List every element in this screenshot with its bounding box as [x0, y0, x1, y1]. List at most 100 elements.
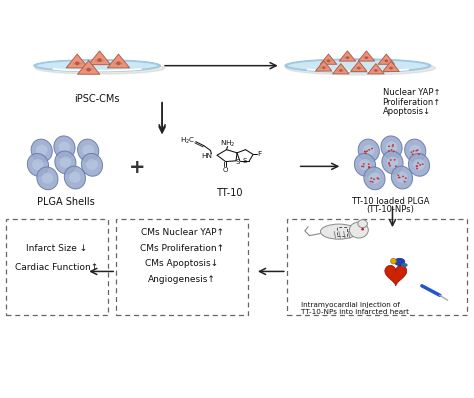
Circle shape [374, 69, 378, 72]
Text: F: F [257, 151, 261, 158]
Ellipse shape [413, 159, 425, 170]
Text: Cardiac Function↑: Cardiac Function↑ [15, 263, 99, 273]
Polygon shape [89, 51, 110, 64]
Ellipse shape [391, 258, 396, 264]
Circle shape [388, 163, 390, 165]
Circle shape [364, 151, 366, 152]
Circle shape [339, 69, 343, 72]
Text: TT-10: TT-10 [216, 188, 242, 198]
Polygon shape [364, 167, 385, 190]
Circle shape [417, 149, 419, 151]
Circle shape [411, 153, 414, 155]
Polygon shape [27, 154, 48, 176]
Ellipse shape [394, 258, 405, 265]
Circle shape [391, 149, 392, 151]
Circle shape [393, 150, 395, 152]
Ellipse shape [286, 61, 435, 75]
Ellipse shape [34, 60, 160, 72]
Circle shape [116, 61, 121, 65]
Text: +: + [129, 158, 146, 178]
Circle shape [417, 162, 419, 164]
Circle shape [388, 150, 390, 152]
Circle shape [377, 178, 380, 179]
Ellipse shape [285, 59, 431, 72]
Ellipse shape [82, 145, 94, 156]
Circle shape [368, 149, 370, 151]
Ellipse shape [60, 157, 71, 168]
FancyBboxPatch shape [116, 219, 248, 315]
FancyBboxPatch shape [6, 219, 108, 315]
Circle shape [322, 66, 326, 69]
Ellipse shape [363, 145, 374, 156]
Ellipse shape [42, 173, 53, 183]
Polygon shape [409, 154, 429, 176]
Circle shape [384, 59, 388, 62]
Polygon shape [64, 166, 85, 189]
Ellipse shape [396, 172, 408, 183]
Polygon shape [381, 136, 402, 159]
Circle shape [416, 165, 418, 167]
Ellipse shape [369, 173, 380, 183]
Circle shape [346, 56, 349, 59]
Text: Proliferation↑: Proliferation↑ [383, 98, 441, 107]
Circle shape [365, 152, 367, 154]
Circle shape [397, 174, 399, 176]
Text: CMs Apoptosis↓: CMs Apoptosis↓ [146, 259, 219, 269]
Circle shape [368, 163, 370, 165]
Text: S: S [242, 158, 247, 164]
Circle shape [86, 68, 91, 72]
Circle shape [365, 56, 368, 59]
Text: Intramyocardial injection of: Intramyocardial injection of [301, 302, 400, 308]
Circle shape [402, 176, 404, 178]
Circle shape [366, 150, 368, 152]
Circle shape [403, 181, 406, 182]
Polygon shape [392, 166, 412, 189]
Circle shape [370, 178, 373, 179]
Ellipse shape [59, 142, 70, 152]
Circle shape [363, 163, 365, 165]
FancyBboxPatch shape [287, 219, 467, 315]
Ellipse shape [359, 159, 371, 170]
Ellipse shape [410, 145, 421, 156]
Circle shape [372, 181, 374, 183]
Ellipse shape [86, 159, 98, 170]
Circle shape [390, 159, 392, 161]
Text: $\mathregular{NH_2}$: $\mathregular{NH_2}$ [220, 139, 235, 149]
Circle shape [357, 66, 361, 70]
Circle shape [399, 177, 401, 178]
Polygon shape [66, 54, 88, 68]
Polygon shape [320, 54, 337, 64]
Circle shape [405, 177, 407, 179]
Polygon shape [333, 64, 349, 74]
Circle shape [419, 164, 421, 166]
Circle shape [358, 220, 367, 228]
Polygon shape [316, 61, 332, 71]
Polygon shape [368, 64, 384, 74]
Text: CMs Proliferation↑: CMs Proliferation↑ [140, 244, 224, 253]
Polygon shape [382, 151, 403, 174]
Polygon shape [31, 139, 52, 162]
Circle shape [395, 165, 397, 167]
Polygon shape [405, 139, 426, 162]
Ellipse shape [320, 224, 357, 239]
Circle shape [75, 61, 80, 65]
Polygon shape [55, 151, 76, 174]
Circle shape [349, 222, 368, 238]
Circle shape [394, 159, 396, 161]
Polygon shape [54, 136, 75, 159]
Circle shape [392, 144, 394, 146]
Ellipse shape [387, 157, 398, 168]
Circle shape [422, 163, 424, 165]
Polygon shape [78, 60, 100, 74]
Polygon shape [339, 51, 356, 61]
Ellipse shape [287, 59, 429, 72]
Polygon shape [351, 61, 367, 72]
Circle shape [370, 181, 372, 182]
Circle shape [361, 228, 364, 230]
Circle shape [327, 59, 330, 62]
Circle shape [392, 146, 393, 147]
Text: S: S [235, 158, 240, 165]
Polygon shape [385, 265, 407, 286]
Circle shape [368, 167, 370, 168]
Ellipse shape [401, 263, 408, 267]
